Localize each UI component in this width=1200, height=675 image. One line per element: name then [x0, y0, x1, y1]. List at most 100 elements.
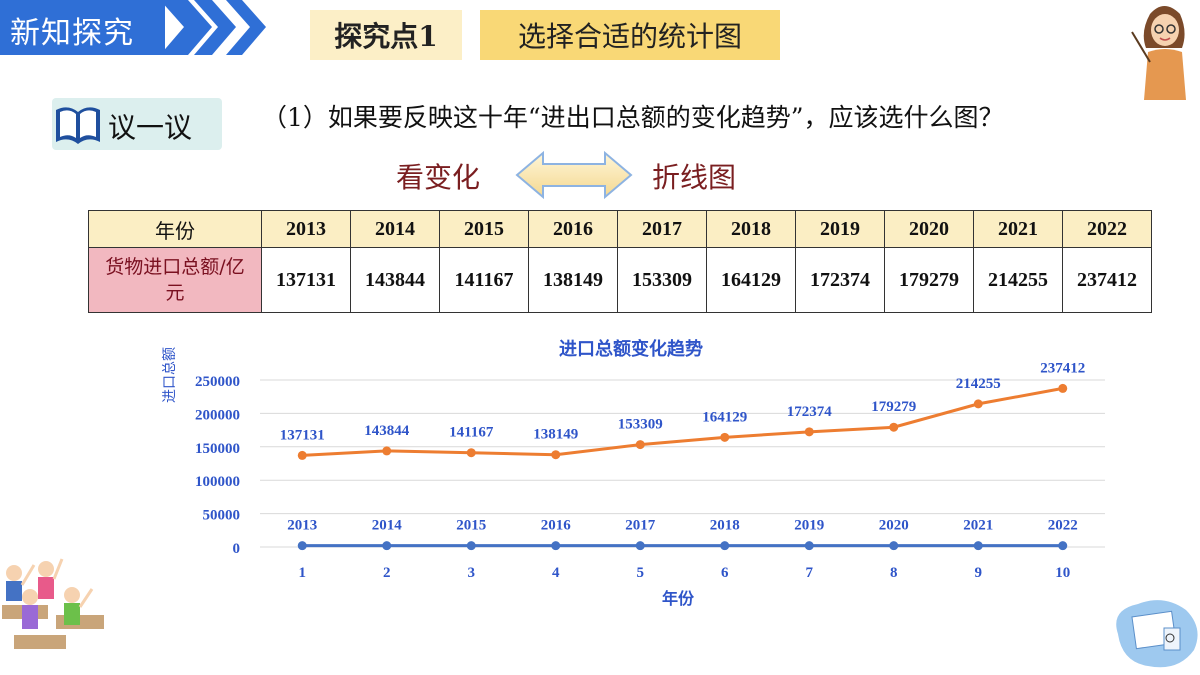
- value-cell: 172374: [795, 247, 885, 313]
- data-point: [1058, 383, 1068, 393]
- x-axis-label: 年份: [662, 589, 695, 608]
- data-point: [466, 448, 476, 458]
- value-cell: 143844: [350, 247, 440, 313]
- point-title: 选择合适的统计图: [480, 10, 780, 60]
- x-tick-label: 1: [299, 565, 307, 581]
- data-point: [297, 450, 307, 460]
- data-label: 2021: [963, 518, 993, 534]
- x-tick-label: 10: [1055, 565, 1070, 581]
- data-label: 2019: [794, 518, 824, 534]
- data-table: 年份 2013 2014 2015 2016 2017 2018 2019 20…: [88, 210, 1152, 313]
- teacher-illustration: [1131, 6, 1186, 100]
- x-tick-label: 5: [637, 565, 645, 581]
- year-cell: 2013: [261, 210, 351, 248]
- data-point: [551, 450, 561, 460]
- value-cell: 179279: [884, 247, 974, 313]
- value-cell: 138149: [528, 247, 618, 313]
- year-cell: 2016: [528, 210, 618, 248]
- students-illustration: [2, 558, 104, 649]
- x-tick-label: 8: [890, 565, 898, 581]
- data-point: [973, 541, 983, 551]
- value-row: 货物进口总额/亿元 137131 143844 141167 138149 15…: [88, 247, 1152, 313]
- section-banner: [0, 0, 165, 55]
- value-cell: 153309: [617, 247, 707, 313]
- value-header-text: 货物进口总额/亿元: [105, 256, 245, 304]
- year-cell: 2019: [795, 210, 885, 248]
- value-cell: 137131: [261, 247, 351, 313]
- data-point: [382, 446, 392, 456]
- data-label: 153309: [618, 417, 663, 433]
- data-label: 137131: [280, 427, 325, 443]
- data-point: [551, 541, 561, 551]
- data-point: [804, 427, 814, 437]
- double-arrow-icon: [515, 150, 633, 200]
- data-label: 2015: [456, 518, 486, 534]
- y-tick-label: 150000: [195, 441, 240, 457]
- see-change-text: 看变化: [396, 161, 481, 194]
- data-label: 143844: [364, 423, 410, 439]
- x-tick-label: 4: [552, 565, 560, 581]
- x-tick-label: 9: [975, 565, 983, 581]
- data-point: [889, 541, 899, 551]
- value-cell: 237412: [1062, 247, 1152, 313]
- point-label: 探究点1: [310, 10, 462, 60]
- y-tick-label: 200000: [195, 407, 240, 423]
- data-point: [973, 399, 983, 409]
- data-label: 237412: [1040, 360, 1085, 376]
- data-label: 2018: [710, 518, 740, 534]
- data-label: 2013: [287, 518, 317, 534]
- data-point: [720, 541, 730, 551]
- data-point: [635, 440, 645, 450]
- data-label: 2017: [625, 518, 656, 534]
- year-cell: 2021: [973, 210, 1063, 248]
- line-chart: 进口总额变化趋势 进口总额 0 50000 100000 150000 200000 2500…: [162, 338, 1105, 608]
- data-label: 2022: [1048, 518, 1078, 534]
- x-tick-label: 6: [721, 565, 729, 581]
- year-cell: 2014: [350, 210, 440, 248]
- line-chart-text: 折线图: [652, 161, 737, 194]
- y-tick-label: 50000: [203, 508, 241, 524]
- data-point: [382, 541, 392, 551]
- value-header: 货物进口总额/亿元: [88, 247, 262, 313]
- data-label: 138149: [533, 427, 578, 443]
- data-point: [466, 541, 476, 551]
- year-cell: 2022: [1062, 210, 1152, 248]
- value-cell: 141167: [439, 247, 529, 313]
- year-cell: 2018: [706, 210, 796, 248]
- x-tick-label: 3: [468, 565, 476, 581]
- data-label: 172374: [787, 404, 833, 420]
- data-label: 141167: [449, 425, 494, 441]
- year-cell: 2015: [439, 210, 529, 248]
- data-point: [635, 541, 645, 551]
- discuss-label: 议一议: [108, 111, 193, 144]
- data-point: [889, 422, 899, 432]
- x-tick-label: 7: [806, 565, 814, 581]
- year-cell: 2017: [617, 210, 707, 248]
- year-row: 年份 2013 2014 2015 2016 2017 2018 2019 20…: [88, 210, 1152, 248]
- y-tick-label: 250000: [195, 374, 240, 390]
- series-line: [302, 386, 1064, 457]
- year-header: 年份: [88, 210, 262, 248]
- data-label: 2020: [879, 518, 909, 534]
- value-cell: 214255: [973, 247, 1063, 313]
- year-cell: 2020: [884, 210, 974, 248]
- x-tick-label: 2: [383, 565, 391, 581]
- data-point: [297, 541, 307, 551]
- y-axis-label: 进口总额: [162, 347, 178, 403]
- data-label: 214255: [956, 376, 1001, 392]
- data-label: 2016: [541, 518, 572, 534]
- data-point: [804, 541, 814, 551]
- y-tick-label: 0: [233, 541, 241, 557]
- data-point: [720, 432, 730, 442]
- section-title: 新知探究: [10, 16, 134, 51]
- math-icon: [1116, 600, 1198, 668]
- chart-title: 进口总额变化趋势: [559, 338, 703, 360]
- book-icon: [56, 107, 100, 144]
- value-cell: 164129: [706, 247, 796, 313]
- y-tick-label: 100000: [195, 474, 240, 490]
- data-label: 164129: [702, 409, 747, 425]
- data-label: 179279: [871, 399, 916, 415]
- chevron-arrows-icon: [160, 0, 266, 55]
- question-text: （1）如果要反映这十年“进出口总额的变化趋势”，应该选什么图？: [262, 103, 1004, 132]
- data-point: [1058, 541, 1068, 551]
